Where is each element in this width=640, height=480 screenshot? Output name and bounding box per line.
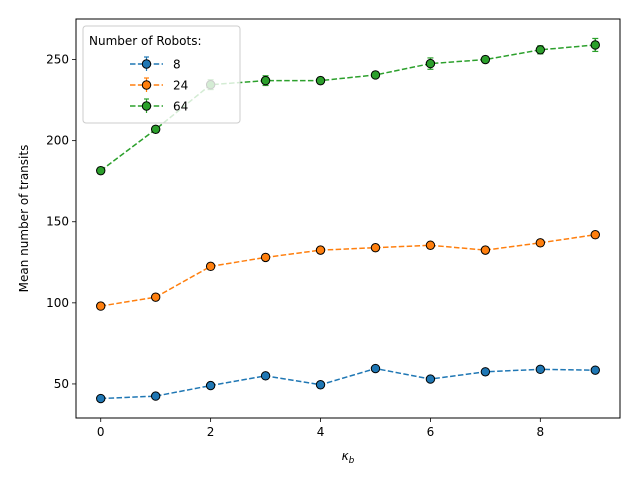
data-point — [590, 230, 600, 240]
series-24 — [96, 230, 600, 311]
data-point — [535, 238, 546, 248]
legend: Number of Robots: 8 24 64 — [82, 25, 241, 124]
data-point — [535, 45, 546, 55]
series-line-24 — [100, 233, 596, 307]
x-tick-label: 0 — [97, 425, 105, 439]
data-point — [260, 371, 271, 381]
x-axis-label: κb — [342, 449, 355, 466]
x-tick-label: 4 — [317, 425, 325, 439]
data-point — [590, 40, 600, 50]
data-point — [205, 261, 216, 272]
axes-frame — [75, 18, 621, 419]
data-point — [480, 54, 491, 65]
x-tick-label: 8 — [537, 425, 545, 439]
legend-marker — [141, 80, 152, 90]
data-point — [370, 363, 381, 374]
data-point — [260, 252, 271, 263]
data-point — [96, 393, 106, 404]
data-point — [150, 124, 161, 134]
legend-title: Number of Robots: — [89, 34, 202, 48]
data-point — [425, 58, 436, 69]
legend-label: 64 — [173, 100, 188, 114]
data-point — [590, 365, 600, 375]
data-point — [425, 374, 436, 384]
data-point — [370, 242, 381, 253]
data-point — [96, 301, 106, 311]
data-point — [480, 245, 491, 255]
y-tick-label: 100 — [46, 296, 69, 310]
y-tick-label: 200 — [46, 134, 69, 148]
y-axis-label: Mean number of transits — [17, 145, 31, 293]
legend-label: 8 — [173, 58, 181, 72]
data-point — [315, 380, 326, 390]
data-point — [315, 245, 326, 255]
data-point — [370, 70, 381, 80]
legend-marker — [141, 101, 152, 111]
legend-box — [82, 25, 241, 124]
data-point — [150, 391, 161, 401]
data-point — [260, 75, 271, 86]
data-point — [535, 364, 546, 375]
y-tick-label: 50 — [54, 377, 69, 391]
legend-label: 24 — [173, 79, 188, 93]
data-point — [205, 380, 216, 391]
series-line-8 — [100, 367, 596, 400]
series-8 — [96, 363, 600, 404]
x-tick-label: 6 — [427, 425, 435, 439]
data-point — [96, 165, 106, 176]
data-point — [425, 240, 436, 250]
data-point — [315, 75, 326, 86]
data-point — [480, 367, 491, 377]
y-tick-label: 250 — [46, 53, 69, 67]
data-point — [150, 292, 161, 302]
y-tick-label: 150 — [46, 215, 69, 229]
x-tick-label: 2 — [207, 425, 215, 439]
legend-marker — [141, 59, 152, 69]
